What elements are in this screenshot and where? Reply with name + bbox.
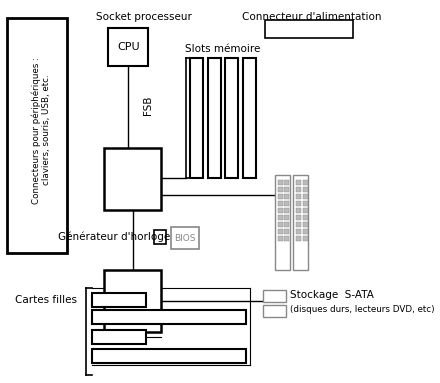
Bar <box>296 208 301 213</box>
Bar <box>284 215 289 220</box>
Bar <box>284 236 289 241</box>
Bar <box>303 194 308 199</box>
Bar <box>278 222 282 227</box>
Bar <box>208 58 221 178</box>
Bar <box>284 194 289 199</box>
Bar <box>171 227 199 249</box>
Bar <box>278 236 282 241</box>
Bar <box>278 187 282 192</box>
Bar <box>154 230 166 244</box>
Bar <box>7 18 67 253</box>
Bar <box>303 215 308 220</box>
Bar <box>284 229 289 234</box>
Text: Socket processeur: Socket processeur <box>96 12 192 22</box>
Bar <box>296 236 301 241</box>
Bar <box>265 20 352 38</box>
Bar <box>303 222 308 227</box>
Bar <box>303 208 308 213</box>
Bar <box>284 187 289 192</box>
Bar <box>284 180 289 185</box>
Text: Stockage  S-ATA: Stockage S-ATA <box>290 290 374 300</box>
Bar <box>303 229 308 234</box>
Bar <box>278 180 282 185</box>
Bar <box>225 58 238 178</box>
Bar <box>275 175 290 270</box>
Bar <box>190 58 203 178</box>
Bar <box>108 28 148 66</box>
Bar <box>92 293 146 307</box>
Bar <box>278 201 282 206</box>
Bar <box>278 208 282 213</box>
Bar <box>92 330 146 344</box>
Bar <box>278 194 282 199</box>
Bar <box>293 175 308 270</box>
Bar <box>284 201 289 206</box>
Bar <box>303 180 308 185</box>
Bar <box>296 229 301 234</box>
Text: claviers, souris, USB, etc.: claviers, souris, USB, etc. <box>42 75 51 185</box>
Text: FSB: FSB <box>143 95 153 115</box>
Bar <box>296 194 301 199</box>
Bar <box>303 201 308 206</box>
Bar <box>296 222 301 227</box>
Bar <box>263 290 286 302</box>
Bar <box>278 215 282 220</box>
Bar <box>296 215 301 220</box>
Text: Cartes filles: Cartes filles <box>15 295 77 305</box>
Bar <box>303 236 308 241</box>
Bar <box>284 208 289 213</box>
Bar <box>104 270 161 332</box>
Bar <box>263 305 286 317</box>
Text: CPU: CPU <box>117 42 139 52</box>
Bar <box>278 229 282 234</box>
Bar <box>296 187 301 192</box>
Bar <box>303 187 308 192</box>
Text: Générateur d'horloge: Générateur d'horloge <box>59 232 171 242</box>
Bar <box>104 148 161 210</box>
Bar <box>92 349 246 363</box>
Text: Connecteur d'alimentation: Connecteur d'alimentation <box>242 12 381 22</box>
Bar <box>296 201 301 206</box>
Text: Slots mémoire: Slots mémoire <box>185 44 260 54</box>
Bar <box>92 310 246 324</box>
Text: Connecteurs pour périphériques :: Connecteurs pour périphériques : <box>32 57 41 203</box>
Text: (disques durs, lecteurs DVD, etc): (disques durs, lecteurs DVD, etc) <box>290 306 435 314</box>
Bar <box>242 58 256 178</box>
Bar <box>284 222 289 227</box>
Bar <box>296 180 301 185</box>
Text: BIOS: BIOS <box>174 234 196 242</box>
